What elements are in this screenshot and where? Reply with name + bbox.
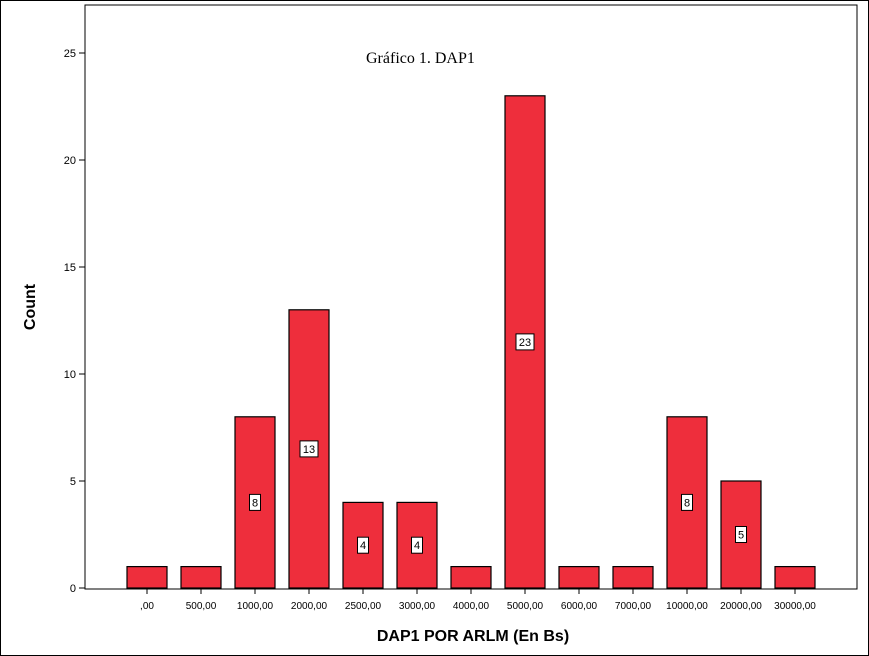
data-label-text: 4 bbox=[414, 540, 420, 552]
data-label: 8 bbox=[681, 493, 693, 511]
y-tick-label: 15 bbox=[64, 262, 76, 274]
bars bbox=[126, 95, 816, 589]
data-label-box bbox=[681, 493, 693, 511]
data-labels: 8 13 4 4 23 8 5 bbox=[249, 333, 747, 554]
bar bbox=[450, 565, 492, 589]
data-label-text: 13 bbox=[303, 444, 315, 456]
bar bbox=[558, 565, 600, 589]
x-axis-label: DAP1 POR ARLM (En Bs) bbox=[377, 628, 569, 645]
data-label-box bbox=[411, 536, 423, 554]
bar bbox=[612, 565, 654, 589]
x-tick-label: 500,00 bbox=[186, 601, 217, 612]
x-tick-label: 7000,00 bbox=[615, 601, 652, 612]
data-label-text: 23 bbox=[519, 337, 531, 349]
data-label-box bbox=[735, 526, 747, 543]
data-label: 4 bbox=[411, 536, 423, 554]
x-tick-label: 10000,00 bbox=[666, 601, 708, 612]
bar bbox=[180, 565, 222, 589]
bar bbox=[126, 565, 168, 589]
data-label-box bbox=[357, 536, 369, 554]
x-tick-label: 5000,00 bbox=[507, 601, 544, 612]
y-tick-label: 0 bbox=[70, 583, 76, 595]
data-label: 13 bbox=[299, 440, 319, 458]
data-label: 4 bbox=[357, 536, 369, 554]
x-tick-label: 20000,00 bbox=[720, 601, 762, 612]
y-tick-label: 5 bbox=[70, 476, 76, 488]
x-tick-label: 4000,00 bbox=[453, 601, 490, 612]
data-label-box bbox=[249, 493, 261, 511]
y-tick-label: 20 bbox=[64, 155, 76, 167]
data-label-text: 4 bbox=[360, 540, 366, 552]
x-tick-label: 3000,00 bbox=[399, 601, 436, 612]
data-label-text: 8 bbox=[252, 497, 258, 509]
data-label-box bbox=[515, 333, 535, 351]
y-tick-label: 10 bbox=[64, 369, 76, 381]
y-tick-label: 25 bbox=[64, 48, 76, 60]
x-tick-label: 1000,00 bbox=[237, 601, 274, 612]
bar bbox=[774, 565, 816, 589]
data-label: 8 bbox=[249, 493, 261, 511]
bar bbox=[666, 416, 708, 589]
axes: 0 5 10 15 20 25 ,00 500,00 1000,00 2000,00 2500,00… bbox=[64, 4, 858, 612]
x-tick-label: ,00 bbox=[140, 601, 154, 612]
data-label: 23 bbox=[515, 333, 535, 351]
data-label-text: 5 bbox=[738, 530, 744, 542]
x-tick-label: 2500,00 bbox=[345, 601, 382, 612]
data-label-text: 8 bbox=[684, 497, 690, 509]
x-tick-label: 6000,00 bbox=[561, 601, 598, 612]
x-tick-label: 30000,00 bbox=[774, 601, 816, 612]
chart-title: Gráfico 1. DAP1 bbox=[366, 50, 475, 67]
y-axis-label: Count bbox=[22, 283, 39, 330]
data-label-box bbox=[299, 440, 319, 458]
data-label: 5 bbox=[735, 526, 747, 543]
x-tick-label: 2000,00 bbox=[291, 601, 328, 612]
